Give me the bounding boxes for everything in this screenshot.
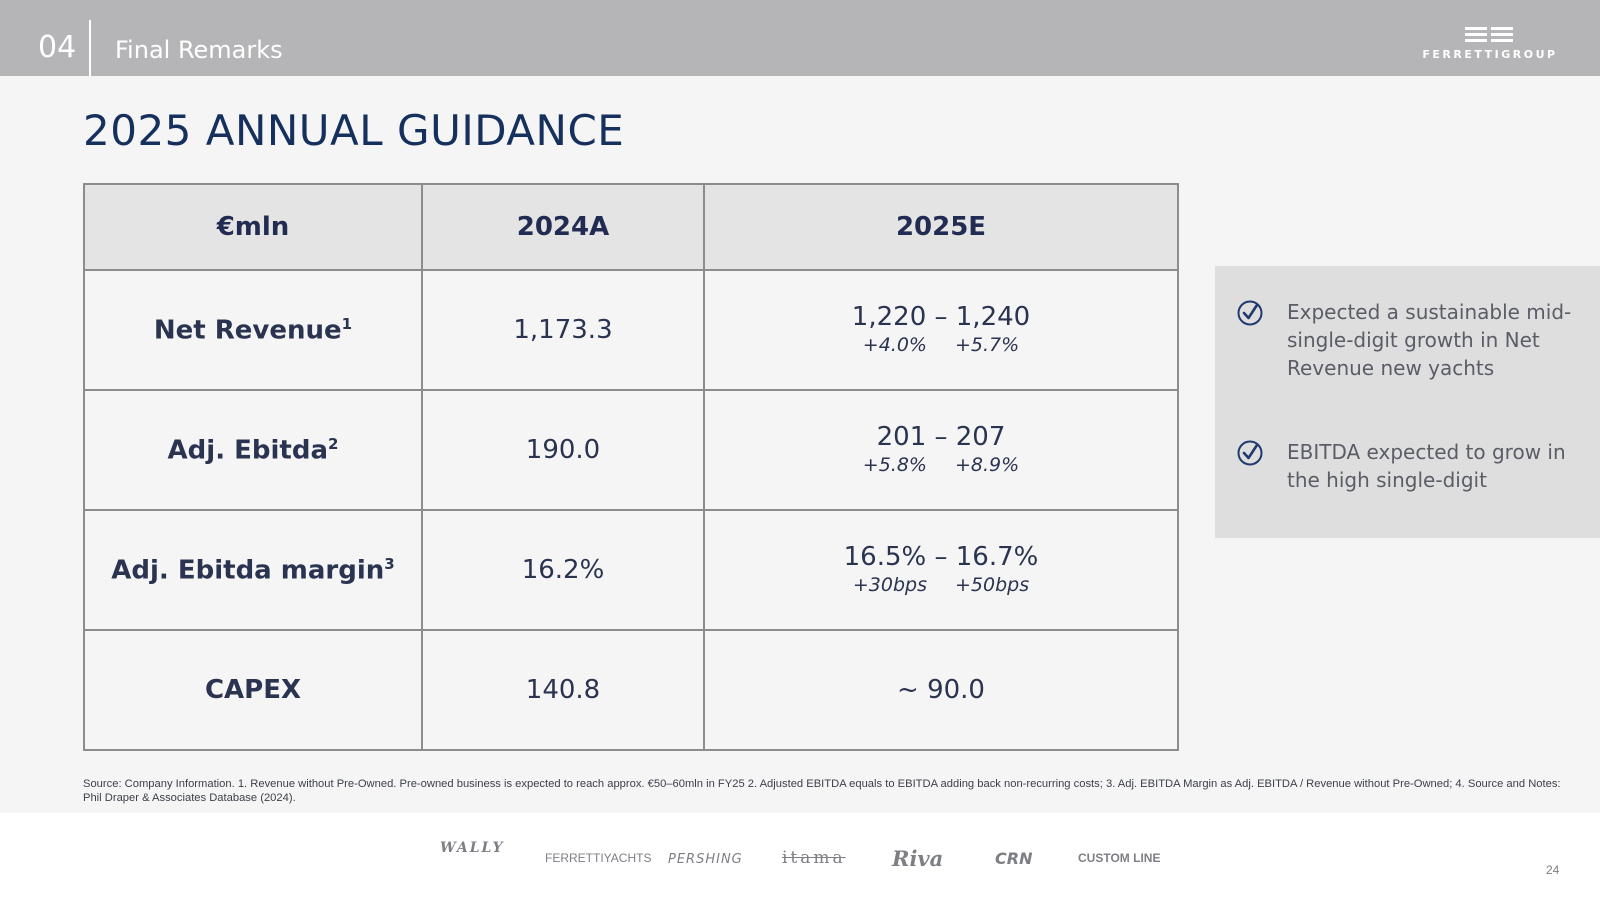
- delta-low: +5.8%: [862, 454, 927, 476]
- logo-mark-icon: [1465, 26, 1515, 42]
- row-label: CAPEX: [83, 629, 423, 751]
- riva-logo: Riva: [892, 846, 944, 871]
- row-label-text: CAPEX: [204, 675, 302, 705]
- table-row: Adj. Ebitda margin3 16.2% 16.5% – 16.7% …: [83, 509, 1179, 631]
- footnote-marker: 3: [384, 554, 395, 573]
- estimate-cell: ~ 90.0: [703, 629, 1179, 751]
- page-number: 24: [1546, 863, 1560, 877]
- table-row: Net Revenue1 1,173.3 1,220 – 1,240 +4.0%…: [83, 269, 1179, 391]
- delta-low: +30bps: [852, 574, 927, 596]
- check-circle-icon: [1237, 440, 1263, 466]
- delta-low: +4.0%: [862, 334, 927, 356]
- row-label-text: Adj. Ebitda: [167, 435, 328, 466]
- estimate-range: ~ 90.0: [897, 675, 985, 705]
- estimate-deltas: +4.0% +5.7%: [705, 332, 1177, 358]
- table-row: CAPEX 140.8 ~ 90.0: [83, 629, 1179, 751]
- guidance-table: €mln 2024A 2025E Net Revenue1 1,173.3 1,…: [83, 183, 1179, 751]
- actual-value: 16.2%: [421, 509, 705, 631]
- row-label: Net Revenue1: [83, 269, 423, 391]
- pershing-logo: PERSHING: [668, 852, 743, 867]
- itama-logo: itama: [782, 848, 846, 868]
- section-number: 04: [38, 30, 77, 65]
- header-bar: 04 Final Remarks FERRETTIGROUP: [0, 0, 1600, 76]
- table-header-row: €mln 2024A 2025E: [83, 183, 1179, 271]
- ferretti-group-logo: FERRETTIGROUP: [1410, 26, 1570, 62]
- estimate-cell: 201 – 207 +5.8% +8.9%: [703, 389, 1179, 511]
- actual-value: 190.0: [421, 389, 705, 511]
- header-divider: [89, 20, 91, 76]
- wally-logo: WALLY: [440, 840, 505, 856]
- header-cell-unit: €mln: [83, 183, 423, 271]
- delta-high: +50bps: [955, 574, 1030, 596]
- actual-value: 1,173.3: [421, 269, 705, 391]
- footer-bar: WALLY FERRETTIYACHTS PERSHING itama Riva…: [0, 813, 1600, 900]
- delta-high: +8.9%: [955, 454, 1020, 476]
- guidance-callout-box: Expected a sustainable mid-single-digit …: [1215, 266, 1600, 538]
- header-cell-2024a: 2024A: [421, 183, 705, 271]
- row-label-text: Net Revenue: [153, 315, 342, 346]
- page-title: 2025 ANNUAL GUIDANCE: [83, 106, 625, 155]
- header-cell-2025e: 2025E: [703, 183, 1179, 271]
- crn-logo: CRN: [995, 849, 1033, 868]
- footnote-marker: 2: [328, 434, 339, 453]
- section-title: Final Remarks: [115, 36, 283, 64]
- estimate-deltas: +5.8% +8.9%: [705, 452, 1177, 478]
- footnote-marker: 1: [341, 314, 353, 333]
- custom-line-logo: CUSTOM LINE: [1078, 851, 1161, 865]
- ferretti-yachts-logo: FERRETTIYACHTS: [545, 851, 652, 865]
- callout-bullet-text: Expected a sustainable mid-single-digit …: [1287, 300, 1572, 380]
- row-label: Adj. Ebitda margin3: [83, 509, 423, 631]
- source-footnote: Source: Company Information. 1. Revenue …: [83, 778, 1561, 804]
- estimate-cell: 16.5% – 16.7% +30bps +50bps: [703, 509, 1179, 631]
- estimate-cell: 1,220 – 1,240 +4.0% +5.7%: [703, 269, 1179, 391]
- row-label-text: Adj. Ebitda margin: [111, 555, 385, 586]
- logo-text: FERRETTIGROUP: [1422, 48, 1558, 61]
- check-circle-icon: [1237, 300, 1263, 326]
- estimate-range: 1,220 – 1,240: [851, 302, 1031, 332]
- row-label: Adj. Ebitda2: [83, 389, 423, 511]
- estimate-deltas: +30bps +50bps: [705, 572, 1177, 598]
- table-row: Adj. Ebitda2 190.0 201 – 207 +5.8% +8.9%: [83, 389, 1179, 511]
- estimate-range: 16.5% – 16.7%: [843, 542, 1039, 572]
- delta-high: +5.7%: [955, 334, 1020, 356]
- estimate-range: 201 – 207: [876, 422, 1006, 452]
- actual-value: 140.8: [421, 629, 705, 751]
- callout-bullet-text: EBITDA expected to grow in the high sing…: [1287, 440, 1566, 492]
